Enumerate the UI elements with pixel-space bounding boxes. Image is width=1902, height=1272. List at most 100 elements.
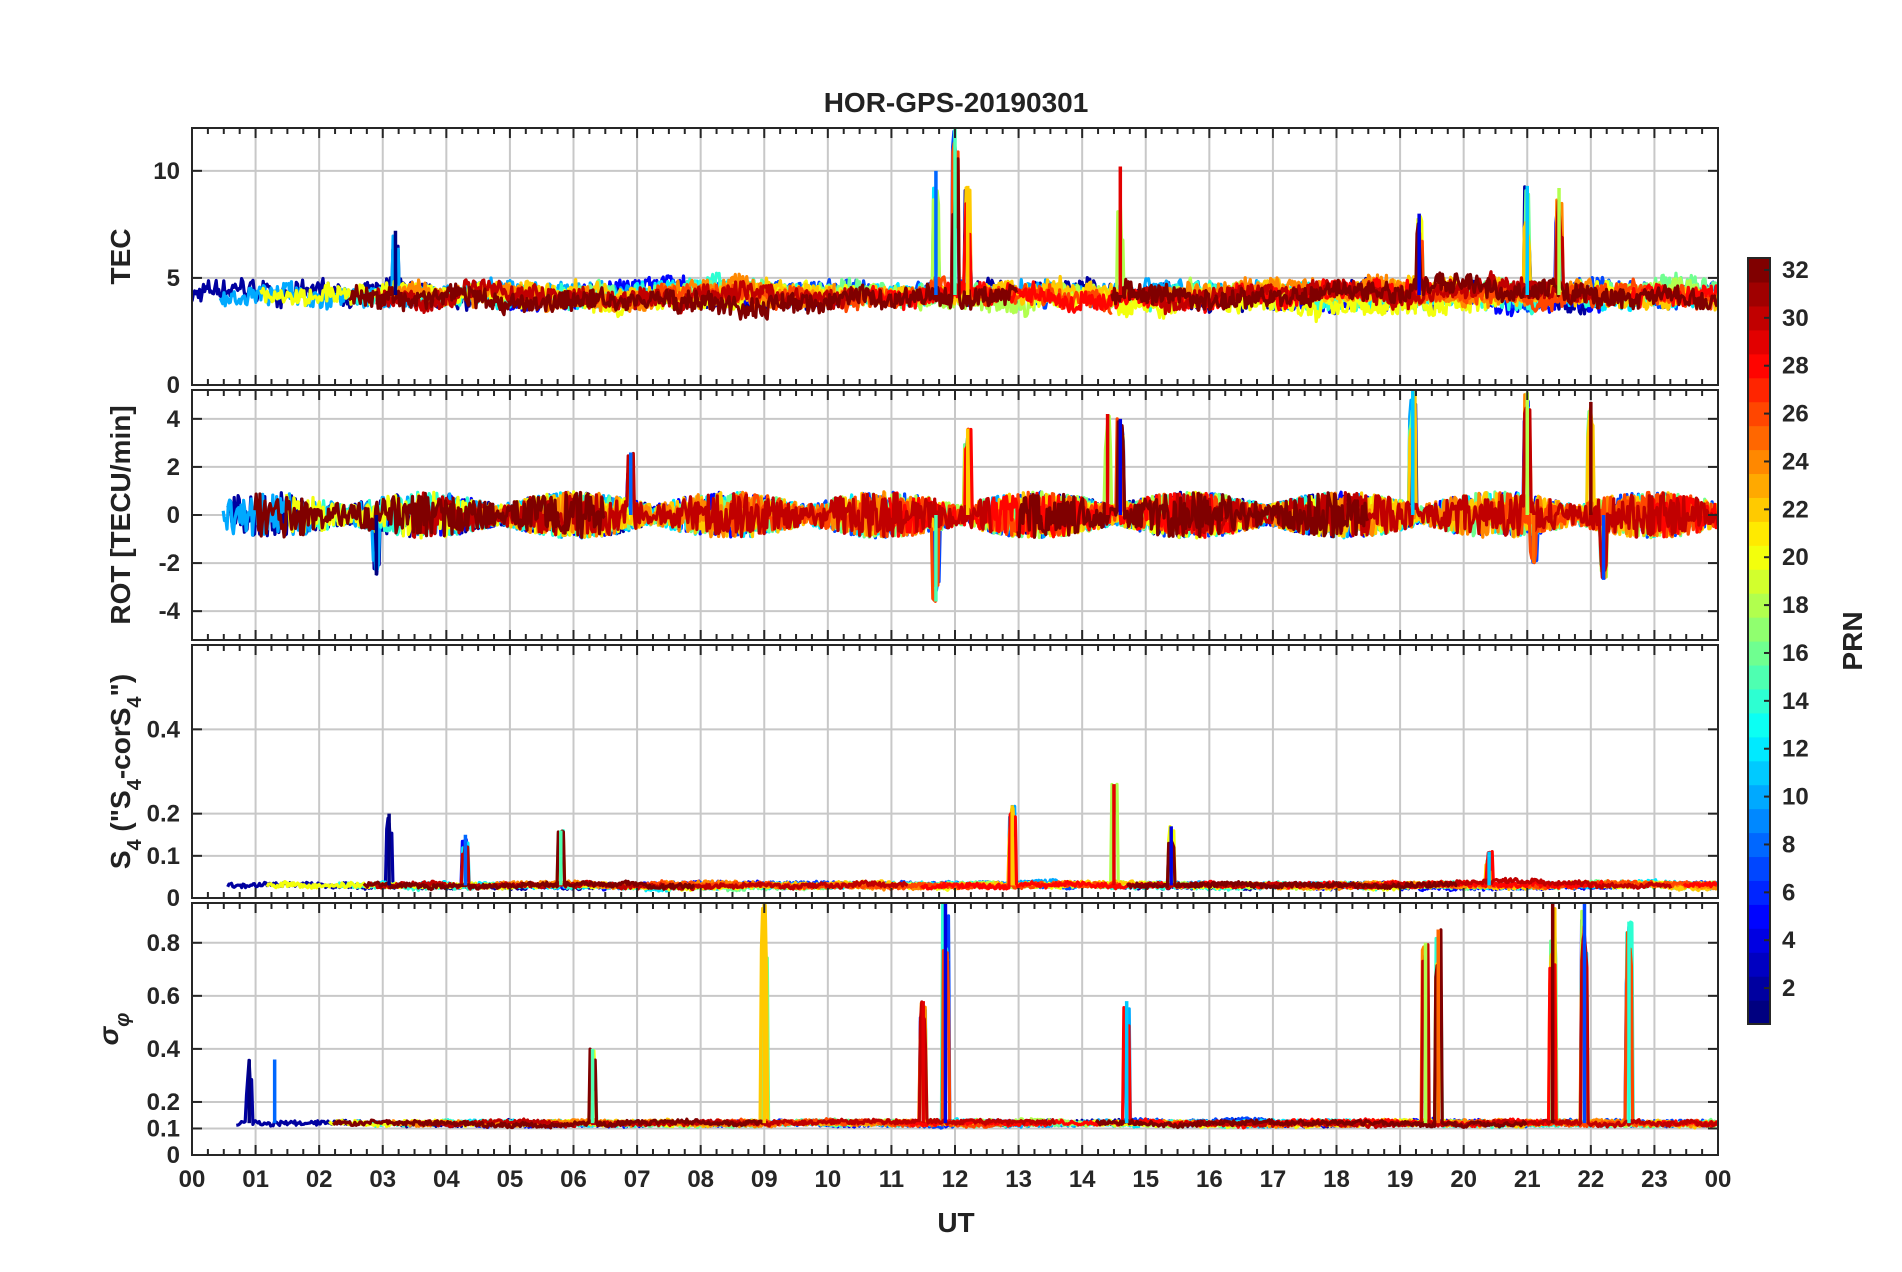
y-axis-label: σφ (93, 1013, 134, 1046)
y-tick-label: 0.8 (147, 930, 180, 957)
series-line-prn-30 (1179, 931, 1718, 1130)
colorbar-segment (1748, 784, 1770, 810)
x-tick-label: 07 (624, 1166, 651, 1193)
colorbar-segment (1748, 952, 1770, 977)
series-line-prn-26 (1470, 930, 1718, 1129)
x-tick-label: 22 (1577, 1166, 1604, 1193)
y-tick-label: 5 (167, 265, 180, 292)
series-line-prn-16 (1349, 923, 1718, 1129)
colorbar-segment (1748, 353, 1770, 379)
colorbar-segment (1748, 904, 1770, 929)
colorbar-segment (1748, 425, 1770, 451)
colorbar-segment (1748, 569, 1770, 594)
colorbar-segment (1748, 473, 1770, 498)
x-tick-label: 20 (1450, 1166, 1477, 1193)
series-line-prn-18 (810, 1018, 1241, 1129)
series-line-prn-18 (858, 782, 1461, 892)
colorbar-tick-label: 24 (1782, 448, 1809, 475)
colorbar-segment (1748, 545, 1770, 570)
series-line-prn-10 (948, 1007, 1354, 1129)
colorbar-tick-label: 12 (1782, 736, 1809, 763)
series-line-prn-32 (1110, 222, 1718, 312)
colorbar-segment (1748, 641, 1770, 666)
colorbar-tick-label: 18 (1782, 592, 1809, 619)
colorbar-segment (1748, 329, 1770, 355)
colorbar-segment (1748, 401, 1770, 427)
colorbar-label: PRN (1837, 611, 1868, 670)
colorbar-segment (1748, 617, 1770, 642)
series-line-prn-7 (731, 914, 1392, 1130)
x-tick-label: 15 (1132, 1166, 1159, 1193)
y-tick-label: 0.1 (147, 1115, 180, 1142)
series-line-prn-28 (1682, 880, 1718, 889)
colorbar-segment (1748, 1000, 1770, 1025)
colorbar-tick-label: 8 (1782, 831, 1795, 858)
x-tick-label: 05 (497, 1166, 524, 1193)
y-tick-label: 0.6 (147, 983, 180, 1010)
colorbar-segment (1748, 880, 1770, 905)
series-line-prn-32 (332, 1047, 765, 1130)
series-line-prn-2 (226, 816, 628, 892)
series-line-prn-24 (1242, 393, 1692, 580)
colorbar-segment (1748, 688, 1770, 714)
series-line-prn-22 (1286, 907, 1718, 1130)
y-tick-label: 4 (167, 406, 181, 433)
colorbar-segment (1748, 736, 1770, 762)
x-tick-label: 00 (1705, 1166, 1732, 1193)
y-tick-label: -4 (159, 598, 181, 625)
colorbar-segment (1748, 928, 1770, 953)
colorbar-segment (1748, 449, 1770, 475)
colorbar-tick-label: 10 (1782, 784, 1809, 811)
colorbar-segment (1748, 497, 1770, 522)
y-tick-label: 0 (167, 502, 180, 529)
y-tick-label: 0.4 (147, 1036, 181, 1063)
y-axis-label: ROT [TECU/min] (105, 405, 136, 624)
y-tick-label: 0.2 (147, 801, 180, 828)
colorbar-segment (1748, 760, 1770, 786)
x-tick-label: 23 (1641, 1166, 1668, 1193)
series-line-prn-32 (362, 829, 696, 892)
colorbar-frame (1747, 257, 1771, 1025)
colorbar-segment (1748, 593, 1770, 618)
series-line-prn-2 (998, 1023, 1362, 1129)
x-tick-label: 06 (560, 1166, 587, 1193)
series-group (226, 782, 1718, 893)
y-tick-label: 0.4 (147, 716, 181, 743)
x-tick-label: 03 (369, 1166, 396, 1193)
colorbar-tick-label: 30 (1782, 305, 1809, 332)
series-group (192, 128, 1718, 324)
colorbar-segment (1748, 281, 1770, 307)
series-line-prn-12 (1214, 943, 1718, 1129)
colorbar-segment (1748, 832, 1770, 858)
colorbar-tick-label: 28 (1782, 353, 1809, 380)
series-line-prn-12 (450, 1008, 1141, 1129)
colorbar-tick-label: 26 (1782, 401, 1809, 428)
x-tick-label: 13 (1005, 1166, 1032, 1193)
x-tick-label: 16 (1196, 1166, 1223, 1193)
series-line-prn-2 (989, 806, 1391, 892)
x-axis-label: UT (937, 1207, 974, 1238)
colorbar-tick-label: 32 (1782, 257, 1809, 284)
colorbar-segment (1748, 856, 1770, 881)
colorbar-segment (1748, 521, 1770, 546)
panel-rot: -4 -2 0 2 4 ROT [TECU/min] (105, 389, 1719, 641)
panel-sigma: 00.10.2 0.4 0.6 0.8 σφ (93, 902, 1719, 1169)
x-tick-label: 17 (1260, 1166, 1287, 1193)
colorbar-tick-label: 2 (1782, 975, 1795, 1002)
x-tick-label: 21 (1514, 1166, 1541, 1193)
colorbar-segment (1748, 258, 1770, 283)
x-tick-label: 04 (433, 1166, 460, 1193)
series-line-prn-32 (1094, 928, 1528, 1130)
series-line-prn-30 (416, 1000, 1057, 1129)
x-tick-label: 09 (751, 1166, 778, 1193)
panel-s4: 0 0.1 0.2 0.4S4 ("S4-corS4") (105, 644, 1719, 912)
x-tick-label: 01 (242, 1166, 269, 1193)
series-line-prn-16 (586, 915, 1073, 1130)
series-line-prn-22 (568, 806, 1146, 891)
colorbar-tick-label: 14 (1782, 688, 1809, 715)
series-line-prn-32 (253, 490, 606, 539)
colorbar-segment (1748, 305, 1770, 331)
x-tick-label: 14 (1069, 1166, 1096, 1193)
